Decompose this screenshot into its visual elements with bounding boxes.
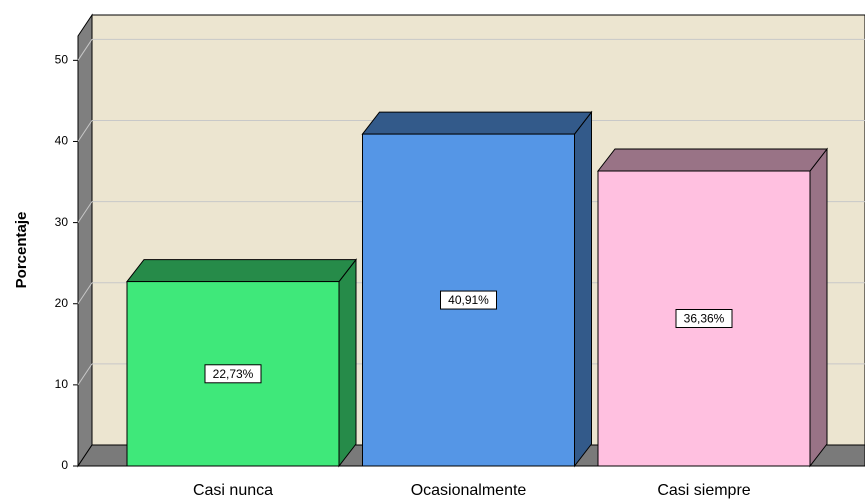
y-tick-label: 20 bbox=[55, 296, 69, 310]
y-tick-label: 40 bbox=[55, 134, 69, 148]
y-tick-label: 10 bbox=[55, 377, 69, 391]
y-axis-label: Porcentaje bbox=[13, 212, 30, 289]
left-wall bbox=[77, 13, 93, 468]
bar-front bbox=[126, 281, 340, 467]
grid-line bbox=[77, 282, 93, 305]
y-tick-label: 50 bbox=[55, 53, 69, 67]
value-label: 40,91% bbox=[448, 293, 489, 307]
grid-line bbox=[77, 120, 93, 142]
value-label-box bbox=[204, 364, 262, 384]
value-label-box bbox=[440, 290, 497, 310]
y-tick-label: 0 bbox=[61, 458, 68, 472]
value-label: 36,36% bbox=[684, 312, 725, 326]
grid-line bbox=[77, 39, 93, 61]
x-tick-label: Casi nunca bbox=[193, 482, 273, 499]
bar-top bbox=[596, 148, 829, 172]
bar-top bbox=[125, 259, 358, 283]
value-label: 22,73% bbox=[213, 367, 254, 381]
bar bbox=[361, 110, 593, 468]
bar bbox=[125, 258, 358, 468]
x-tick-label: Casi siempre bbox=[657, 482, 750, 499]
bar-side bbox=[338, 258, 357, 468]
bar-side bbox=[574, 110, 592, 468]
grid-line bbox=[77, 201, 93, 223]
value-label-box bbox=[675, 309, 733, 329]
x-tick-label: Ocasionalmente bbox=[411, 482, 527, 499]
bar-top bbox=[361, 111, 593, 135]
y-tick-label: 30 bbox=[55, 215, 69, 229]
grid-line bbox=[77, 363, 93, 386]
bar bbox=[596, 147, 829, 468]
bar-side bbox=[809, 147, 828, 468]
